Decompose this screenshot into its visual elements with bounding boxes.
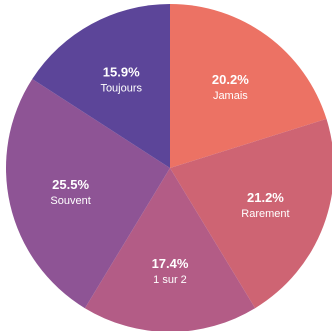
slice-value-label: 20.2%: [212, 72, 249, 87]
pie-slice-1-sur-2: [84, 168, 256, 331]
pie-slice-souvent: [6, 78, 170, 309]
pie-slice-jamais: [170, 4, 327, 168]
slice-category-label: Rarement: [241, 208, 289, 220]
slice-value-label: 21.2%: [247, 190, 284, 205]
slice-value-label: 25.5%: [52, 177, 89, 192]
slice-value-label: 15.9%: [103, 64, 140, 79]
slice-category-label: Jamais: [213, 90, 248, 102]
pie-slice-toujours: [32, 4, 170, 168]
slice-value-label: 17.4%: [152, 256, 189, 271]
slice-category-label: Toujours: [100, 82, 142, 94]
pie-labels: 20.2% Jamais 21.2% Rarement 17.4% 1 sur 2 25.5…: [50, 64, 289, 286]
slice-category-label: 1 sur 2: [153, 274, 187, 286]
slice-category-label: Souvent: [50, 195, 90, 207]
pie-slices: [6, 4, 332, 331]
pie-slice-rarement: [170, 118, 332, 309]
